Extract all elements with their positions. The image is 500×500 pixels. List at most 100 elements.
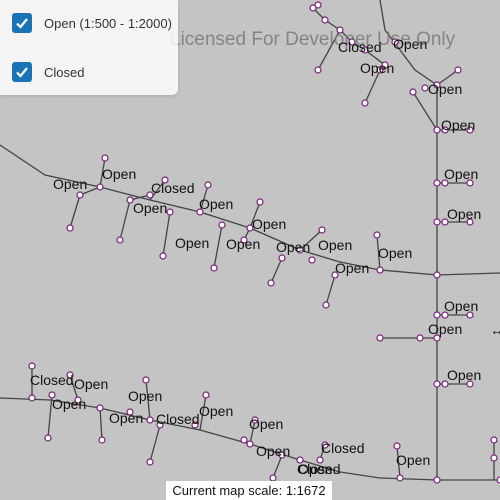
pipe-node-44[interactable]	[196, 208, 204, 216]
pipe-node-27[interactable]	[466, 311, 474, 319]
pipe-node-64[interactable]	[66, 371, 74, 379]
pipe-node-37[interactable]	[66, 224, 74, 232]
pipe-node-15[interactable]	[433, 126, 441, 134]
pipe-node-13[interactable]	[433, 81, 441, 89]
pipe-node-46[interactable]	[218, 221, 226, 229]
pipe-node-57[interactable]	[322, 301, 330, 309]
pipe-node-54[interactable]	[318, 226, 326, 234]
pipe-node-72[interactable]	[146, 458, 154, 466]
pipe-node-29[interactable]	[433, 334, 441, 342]
pipe-node-8[interactable]	[314, 66, 322, 74]
pipe-node-32[interactable]	[441, 380, 449, 388]
pipe-node-16[interactable]	[441, 126, 449, 134]
pipe-node-60[interactable]	[28, 362, 36, 370]
pipe-node-36[interactable]	[76, 191, 84, 199]
pipe-node-66[interactable]	[96, 404, 104, 412]
pipe-node-75[interactable]	[246, 440, 254, 448]
pipe-node-86[interactable]	[490, 436, 498, 444]
pipe-node-35[interactable]	[96, 183, 104, 191]
pipe-node-62[interactable]	[48, 391, 56, 399]
pipe-node-19[interactable]	[441, 179, 449, 187]
pipe-node-24[interactable]	[433, 271, 441, 279]
pipe-node-34[interactable]	[101, 154, 109, 162]
pipe-node-51[interactable]	[278, 254, 286, 262]
pipe-node-69[interactable]	[142, 376, 150, 384]
pipe-node-30[interactable]	[376, 334, 384, 342]
pipe-node-3[interactable]	[336, 26, 344, 34]
pipe-node-20[interactable]	[466, 179, 474, 187]
pipe-node-74[interactable]	[202, 391, 210, 399]
pipe-node-7[interactable]	[361, 99, 369, 107]
pipe-node-82[interactable]	[321, 441, 329, 449]
pipe-node-18[interactable]	[433, 179, 441, 187]
pipe-node-85[interactable]	[433, 476, 441, 484]
checkbox-open[interactable]	[12, 13, 32, 33]
pipe-node-25[interactable]	[433, 311, 441, 319]
pipe-node-10[interactable]	[391, 38, 399, 46]
pipe-line-38	[272, 454, 283, 479]
pipe-node-80[interactable]	[296, 456, 304, 464]
pipe-node-65[interactable]	[74, 396, 82, 404]
pipe-node-22[interactable]	[441, 218, 449, 226]
pipe-node-31[interactable]	[433, 380, 441, 388]
pipe-node-78[interactable]	[278, 451, 286, 459]
pipe-node-70[interactable]	[146, 416, 154, 424]
pipe-node-33[interactable]	[466, 380, 474, 388]
pipe-node-58[interactable]	[376, 266, 384, 274]
pipe-node-6[interactable]	[376, 66, 384, 74]
pipe-line-16	[69, 186, 101, 229]
pipe-node-81[interactable]	[316, 456, 324, 464]
pipe-node-87[interactable]	[490, 454, 498, 462]
pipe-node-67[interactable]	[98, 436, 106, 444]
pipe-node-56[interactable]	[331, 271, 339, 279]
pipe-node-83[interactable]	[393, 442, 401, 450]
pipe-node-52[interactable]	[267, 279, 275, 287]
pipe-node-71[interactable]	[156, 421, 164, 429]
pipe-node-45[interactable]	[204, 181, 212, 189]
pipe-node-48[interactable]	[246, 224, 254, 232]
pipe-line-18	[119, 199, 131, 241]
legend-item-open[interactable]: Open (1:500 - 1:2000)	[12, 11, 172, 35]
pipe-node-42[interactable]	[166, 208, 174, 216]
pipe-node-59[interactable]	[373, 231, 381, 239]
pipe-node-53[interactable]	[296, 246, 304, 254]
pipe-node-11[interactable]	[409, 88, 417, 96]
pipe-node-47[interactable]	[210, 264, 218, 272]
pipe-node-50[interactable]	[240, 236, 248, 244]
pipe-node-14[interactable]	[454, 66, 462, 74]
pipe-node-84[interactable]	[396, 474, 404, 482]
pipe-node-76[interactable]	[251, 416, 259, 424]
checkbox-closed[interactable]	[12, 62, 32, 82]
pipe-node-39[interactable]	[116, 236, 124, 244]
pipe-node-77[interactable]	[240, 436, 248, 444]
pipe-node-40[interactable]	[146, 191, 154, 199]
pipe-node-4[interactable]	[348, 38, 356, 46]
pipe-node-17[interactable]	[466, 126, 474, 134]
pipe-node-12[interactable]	[421, 84, 429, 92]
pipe-node-61[interactable]	[28, 394, 36, 402]
valve-label: Closed	[338, 39, 382, 55]
pipe-node-38[interactable]	[126, 196, 134, 204]
valve-label: Open	[199, 403, 233, 419]
pipe-node-26[interactable]	[441, 311, 449, 319]
pipe-node-2[interactable]	[321, 16, 329, 24]
pipe-node-21[interactable]	[433, 218, 441, 226]
pipe-node-49[interactable]	[256, 198, 264, 206]
pipe-node-0[interactable]	[309, 4, 317, 12]
valve-label: Open	[447, 367, 481, 383]
pipe-node-9[interactable]	[381, 61, 389, 69]
valve-label: Closed	[156, 411, 200, 427]
legend-item-closed[interactable]: Closed	[12, 60, 84, 84]
pipe-node-23[interactable]	[466, 218, 474, 226]
pipe-node-43[interactable]	[159, 252, 167, 260]
pipe-node-28[interactable]	[416, 334, 424, 342]
pipe-node-5[interactable]	[361, 46, 369, 54]
pipe-node-68[interactable]	[126, 408, 134, 416]
pipe-node-88[interactable]	[496, 476, 500, 484]
pipe-node-63[interactable]	[44, 434, 52, 442]
pipe-node-41[interactable]	[161, 176, 169, 184]
pipe-node-1[interactable]	[314, 1, 322, 9]
pipe-node-55[interactable]	[308, 256, 316, 264]
pipe-node-73[interactable]	[191, 421, 199, 429]
